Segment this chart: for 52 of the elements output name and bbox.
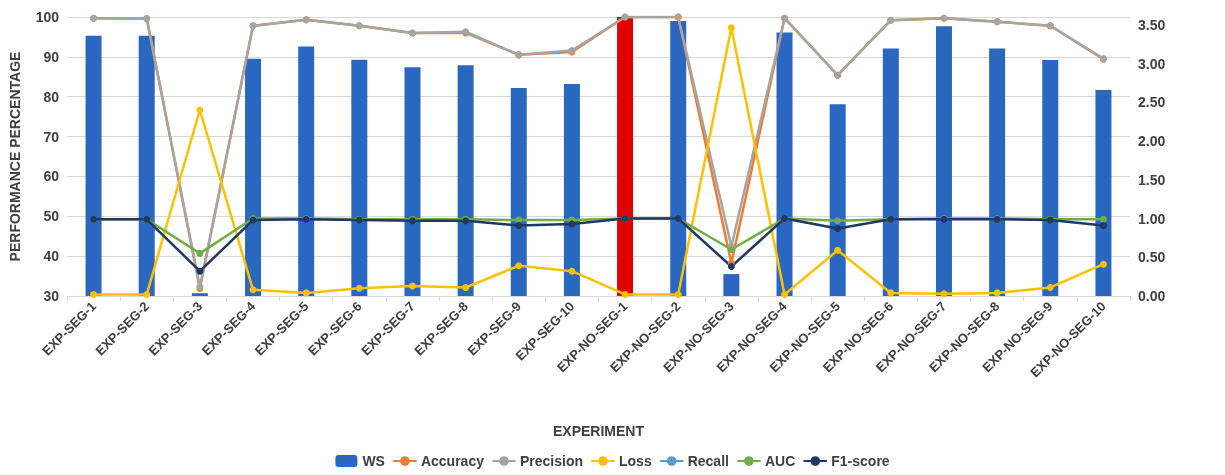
point bbox=[727, 263, 735, 271]
y2-tick-label: 0.00 bbox=[1138, 288, 1166, 304]
y2-tick-label: 3.50 bbox=[1138, 16, 1166, 33]
point bbox=[408, 282, 416, 290]
point bbox=[1099, 215, 1107, 223]
legend-label: Precision bbox=[519, 453, 584, 469]
point bbox=[940, 290, 948, 298]
y-tick-label: 70 bbox=[43, 128, 60, 145]
point bbox=[834, 225, 842, 233]
y-tick-label: 60 bbox=[43, 168, 60, 185]
point bbox=[1099, 221, 1107, 229]
point bbox=[621, 290, 629, 298]
y-tick-label: 40 bbox=[43, 248, 60, 265]
point bbox=[462, 283, 470, 291]
point bbox=[196, 249, 204, 257]
point bbox=[781, 290, 789, 298]
point bbox=[515, 221, 523, 229]
y2-tick-label: 1.00 bbox=[1138, 210, 1166, 227]
point bbox=[1046, 283, 1054, 291]
point bbox=[727, 24, 735, 32]
y2-tick-label: 2.50 bbox=[1138, 94, 1166, 111]
y-tick-label: 80 bbox=[43, 88, 60, 105]
y2-tick-label: 3.00 bbox=[1138, 55, 1166, 72]
point bbox=[887, 289, 895, 297]
y2-tick-label: 0.50 bbox=[1138, 249, 1166, 266]
y-tick-label: 30 bbox=[43, 288, 60, 304]
point bbox=[143, 290, 151, 298]
point bbox=[515, 262, 523, 270]
legend-label: WS bbox=[362, 453, 385, 469]
point bbox=[568, 267, 576, 275]
y-tick-label: 50 bbox=[43, 208, 60, 225]
legend-label: Accuracy bbox=[420, 453, 485, 469]
legend-label: Loss bbox=[619, 453, 652, 469]
point bbox=[302, 289, 310, 297]
y-axis-title: PERFORMANCE PERCENTAGE bbox=[7, 51, 23, 262]
point bbox=[993, 289, 1001, 297]
y2-tick-label: 2.00 bbox=[1138, 133, 1166, 149]
point bbox=[834, 246, 842, 254]
point bbox=[1099, 260, 1107, 268]
point bbox=[834, 217, 842, 225]
legend-label: AUC bbox=[764, 453, 796, 469]
x-axis-title: EXPERIMENT bbox=[552, 423, 645, 439]
y-tick-label: 90 bbox=[43, 48, 60, 65]
point bbox=[355, 284, 363, 292]
y-tick-label: 100 bbox=[35, 9, 60, 25]
point bbox=[674, 290, 682, 298]
legend-label: F1-score bbox=[831, 453, 890, 469]
legend-label: Recall bbox=[687, 453, 729, 469]
point bbox=[90, 290, 98, 298]
y2-tick-label: 1.50 bbox=[1138, 171, 1166, 188]
point bbox=[196, 267, 204, 275]
point bbox=[249, 286, 257, 294]
